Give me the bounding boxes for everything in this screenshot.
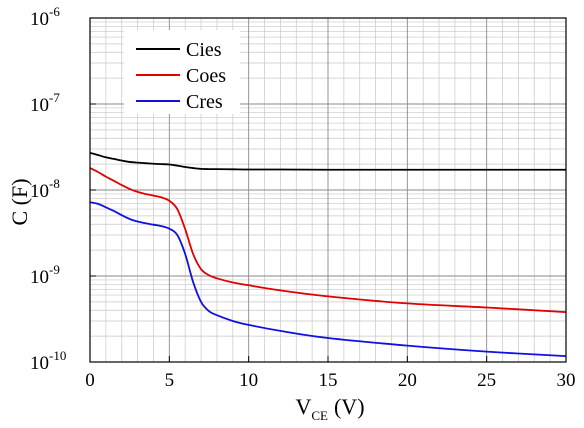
y-tick-label: 10-10: [30, 348, 66, 374]
y-tick-label: 10-9: [30, 262, 60, 288]
legend-label-coes: Coes: [186, 65, 226, 87]
x-tick-label: 10: [239, 370, 258, 391]
x-axis-label-main: V: [295, 394, 311, 419]
x-tick-label: 0: [85, 370, 95, 391]
x-tick-label: 30: [557, 370, 576, 391]
legend: Cies Coes Cres: [124, 30, 240, 114]
legend-label-cies: Cies: [186, 39, 222, 61]
x-tick-label: 25: [477, 370, 496, 391]
y-tick-label: 10-7: [30, 90, 60, 116]
x-axis-label-unit: (V): [334, 394, 365, 419]
x-tick-label: 5: [165, 370, 175, 391]
y-tick-label: 10-8: [30, 176, 60, 202]
y-axis-label: C (F): [7, 178, 32, 225]
x-tick-labels: 0 5 10 15 20 25 30: [85, 370, 575, 391]
legend-label-cres: Cres: [186, 91, 223, 113]
x-tick-label: 15: [319, 370, 338, 391]
x-axis-label: VCE (V): [295, 394, 364, 423]
series-line-coes: [89, 167, 567, 314]
series-layer: [89, 152, 567, 358]
tick-marks: [89, 17, 567, 363]
x-tick-label: 20: [398, 370, 417, 391]
series-line-cies: [89, 152, 566, 171]
x-axis-label-subscript: CE: [311, 408, 328, 423]
y-tick-labels: 10-10 10-9 10-8 10-7 10-6: [30, 4, 66, 374]
series-line-cres: [89, 201, 567, 358]
y-tick-label: 10-6: [30, 4, 60, 30]
